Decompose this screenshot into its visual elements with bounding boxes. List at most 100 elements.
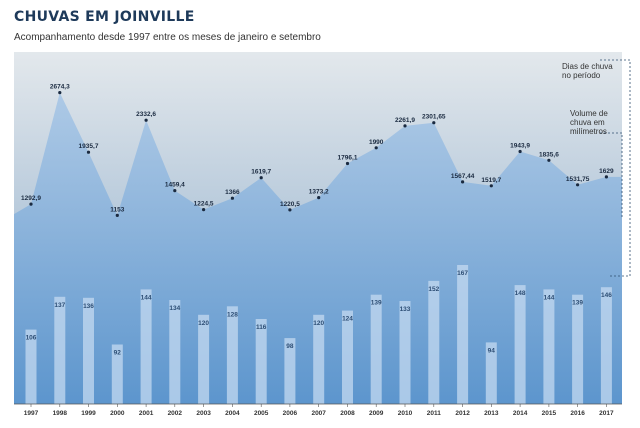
point-volume-1998 (58, 91, 62, 95)
x-tick-label-2011: 2011 (427, 410, 441, 417)
bar-label-2015: 144 (543, 294, 554, 301)
bar-dias-2007 (313, 314, 325, 404)
volume-label-2000: 1153 (110, 206, 124, 213)
bar-label-2003: 120 (198, 320, 209, 327)
bar-dias-2012 (457, 265, 469, 404)
point-volume-2013 (489, 184, 493, 188)
volume-label-2010: 2261,9 (395, 117, 415, 124)
volume-label-2001: 2332,6 (136, 111, 156, 118)
point-volume-2001 (144, 118, 148, 122)
volume-label-2017: 1629 (599, 168, 614, 175)
point-volume-2005 (259, 176, 263, 180)
volume-label-2013: 1519,7 (481, 177, 501, 184)
x-tick-label-2010: 2010 (398, 410, 413, 417)
bar-dias-2008 (342, 310, 353, 404)
point-volume-2004 (230, 196, 234, 200)
x-tick-label-2013: 2013 (484, 410, 499, 417)
volume-label-2002: 1459,4 (165, 182, 185, 189)
volume-label-1999: 1935,7 (79, 143, 99, 150)
x-tick-label-1997: 1997 (24, 410, 39, 417)
point-volume-2006 (288, 208, 292, 212)
point-volume-2011 (432, 121, 436, 125)
bar-dias-2005 (255, 319, 267, 404)
x-tick-label-2001: 2001 (139, 410, 154, 417)
bar-dias-1998 (54, 296, 66, 404)
bar-label-2011: 152 (428, 286, 439, 293)
bar-label-2014: 148 (515, 290, 526, 297)
bar-label-2004: 128 (227, 311, 238, 318)
legend-bars-label: Dias de chuva no período (562, 62, 613, 80)
volume-label-2009: 1990 (369, 139, 384, 146)
x-tick-label-2015: 2015 (542, 410, 557, 417)
volume-label-2008: 1796,1 (338, 155, 358, 162)
volume-label-1998: 2674,3 (50, 84, 70, 91)
point-volume-2007 (317, 196, 321, 200)
area-series-volume (14, 92, 622, 404)
bar-label-2010: 133 (400, 306, 411, 313)
chart-title: CHUVAS EM JOINVILLE (14, 9, 195, 25)
bar-dias-2015 (543, 289, 555, 404)
volume-label-2003: 1224,5 (194, 201, 214, 208)
volume-label-2012: 1567,44 (451, 173, 475, 180)
bar-label-2007: 120 (313, 320, 324, 327)
point-volume-2003 (202, 208, 206, 212)
bar-dias-2016 (572, 294, 584, 404)
bar-label-2006: 98 (286, 343, 294, 350)
bar-label-2005: 116 (256, 324, 267, 331)
x-tick-label-2005: 2005 (254, 410, 269, 417)
volume-label-2011: 2301,65 (422, 114, 446, 121)
volume-label-2004: 1366 (225, 189, 240, 196)
bar-label-2001: 144 (141, 294, 152, 301)
x-tick-label-2004: 2004 (225, 410, 240, 417)
point-volume-2014 (518, 149, 522, 154)
x-tick-label-2008: 2008 (340, 410, 355, 417)
point-volume-2000 (115, 213, 119, 217)
legend-area-label: Volume de chuva em milímetros (570, 109, 608, 136)
x-tick-label-2012: 2012 (455, 410, 470, 417)
bar-dias-2013 (485, 342, 497, 404)
bar-dias-2000 (111, 344, 123, 404)
bar-dias-2017 (600, 287, 612, 404)
bar-label-2000: 92 (114, 350, 122, 357)
bar-label-2013: 94 (488, 347, 496, 354)
bar-dias-2004 (226, 306, 238, 404)
bar-dias-2001 (140, 289, 152, 404)
x-tick-label-1998: 1998 (53, 410, 68, 417)
volume-label-1997: 1292,9 (21, 195, 41, 202)
point-volume-2015 (547, 158, 551, 162)
x-tick-label-2006: 2006 (283, 410, 298, 417)
bar-label-1999: 136 (83, 303, 94, 310)
volume-label-2016: 1531,75 (566, 176, 590, 183)
volume-label-2007: 1373,2 (309, 189, 329, 196)
chart-subtitle: Acompanhamento desde 1997 entre os meses… (14, 32, 321, 43)
bar-dias-2003 (198, 314, 210, 404)
volume-label-2005: 1619,7 (251, 169, 271, 176)
bar-label-1997: 106 (26, 335, 37, 342)
x-tick-label-1999: 1999 (81, 410, 96, 417)
point-volume-2002 (173, 189, 177, 193)
legend-connectors (600, 59, 631, 277)
x-tick-label-2014: 2014 (513, 410, 528, 417)
bar-label-2017: 146 (601, 292, 612, 299)
point-volume-2008 (345, 161, 350, 166)
x-tick-label-2007: 2007 (311, 410, 326, 417)
bar-label-2016: 139 (572, 300, 583, 307)
bar-dias-2006 (284, 338, 296, 404)
volume-label-2014: 1943,9 (510, 143, 530, 150)
bar-dias-1997 (25, 329, 37, 404)
bar-label-2009: 139 (371, 300, 382, 307)
bar-label-2012: 167 (457, 270, 468, 277)
point-volume-2010 (403, 124, 407, 128)
bar-label-1998: 137 (54, 302, 65, 309)
x-tick-label-2016: 2016 (570, 410, 585, 417)
x-tick-label-2009: 2009 (369, 410, 384, 417)
x-tick-label-2000: 2000 (110, 410, 125, 417)
point-volume-2017 (604, 175, 609, 179)
x-tick-label-2002: 2002 (168, 410, 183, 417)
volume-label-2015: 1835,6 (539, 151, 559, 158)
bar-dias-2009 (370, 294, 382, 404)
bar-dias-2014 (514, 285, 526, 404)
point-volume-1997 (29, 202, 33, 206)
bar-dias-2011 (428, 280, 440, 404)
